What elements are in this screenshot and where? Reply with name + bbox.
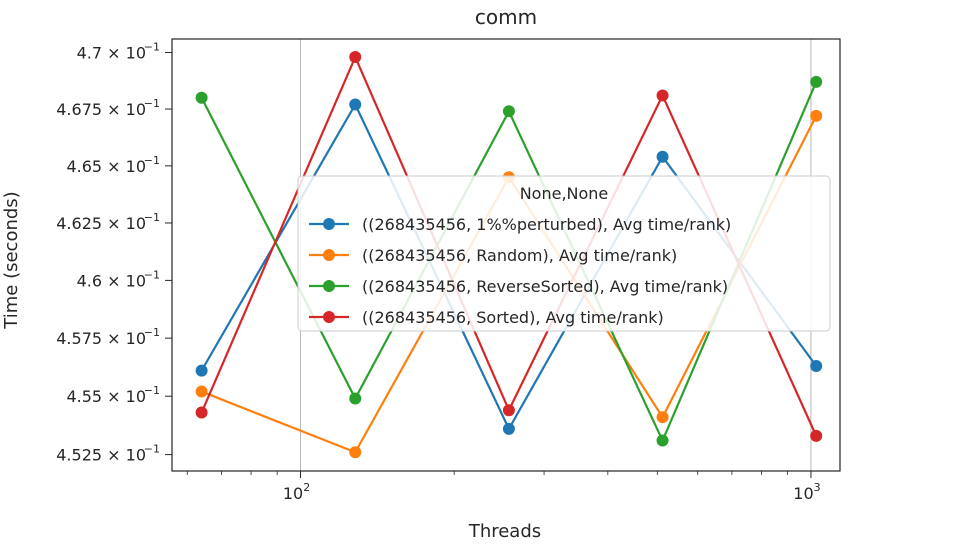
data-point bbox=[656, 434, 669, 447]
data-point bbox=[195, 406, 208, 419]
legend-box bbox=[297, 175, 831, 332]
y-tick-label: 4.55 × 10 bbox=[66, 387, 146, 406]
y-tick-exponent: −1 bbox=[144, 326, 160, 339]
data-point bbox=[810, 109, 823, 122]
legend-entry: ((268435456, Sorted), Avg time/rank) bbox=[309, 308, 664, 327]
y-tick-exponent: −1 bbox=[144, 41, 160, 54]
legend-label: ((268435456, Random), Avg time/rank) bbox=[362, 246, 677, 265]
data-point bbox=[502, 404, 515, 417]
data-point bbox=[656, 411, 669, 424]
data-point bbox=[810, 359, 823, 372]
y-tick-exponent: −1 bbox=[144, 443, 160, 456]
y-tick-exponent: −1 bbox=[144, 384, 160, 397]
legend-swatch-marker bbox=[323, 218, 335, 230]
legend-entry: ((268435456, ReverseSorted), Avg time/ra… bbox=[309, 277, 728, 296]
data-point bbox=[502, 105, 515, 118]
y-tick-exponent: −1 bbox=[144, 268, 160, 281]
y-tick-label: 4.575 × 10 bbox=[56, 329, 146, 348]
y-tick-exponent: −1 bbox=[144, 211, 160, 224]
data-point bbox=[195, 91, 208, 104]
legend-swatch-marker bbox=[323, 249, 335, 261]
legend-entry: ((268435456, Random), Avg time/rank) bbox=[309, 246, 677, 265]
data-point bbox=[810, 429, 823, 442]
x-tick-label: 102 bbox=[283, 481, 310, 503]
y-tick-label: 4.6 × 10 bbox=[77, 271, 146, 290]
y-tick-exponent: −1 bbox=[144, 154, 160, 167]
data-point bbox=[656, 150, 669, 163]
data-point bbox=[810, 75, 823, 88]
x-tick-exponent: 2 bbox=[303, 481, 310, 494]
x-axis-label: Threads bbox=[468, 521, 541, 542]
legend-entries: ((268435456, 1%%perturbed), Avg time/ran… bbox=[309, 215, 731, 327]
legend-label: ((268435456, Sorted), Avg time/rank) bbox=[362, 308, 664, 327]
data-point bbox=[195, 364, 208, 377]
y-tick-label: 4.525 × 10 bbox=[56, 446, 146, 465]
legend-title: None,None bbox=[520, 184, 609, 203]
x-axis-ticks: 102 103 bbox=[186, 471, 821, 503]
data-point bbox=[349, 392, 362, 405]
legend: None,None ((268435456, 1%%perturbed), Av… bbox=[297, 175, 831, 332]
y-axis-label: Time (seconds) bbox=[1, 191, 22, 329]
legend-entry: ((268435456, 1%%perturbed), Avg time/ran… bbox=[309, 215, 731, 234]
plot-frame bbox=[171, 38, 841, 472]
chart-title: comm bbox=[475, 5, 537, 29]
y-tick-label: 4.625 × 10 bbox=[56, 214, 146, 233]
data-point bbox=[502, 422, 515, 435]
data-point bbox=[656, 89, 669, 102]
y-tick-exponent: −1 bbox=[144, 97, 160, 110]
data-point bbox=[349, 446, 362, 459]
x-tick-label: 103 bbox=[793, 481, 820, 503]
y-tick-label: 4.65 × 10 bbox=[66, 157, 146, 176]
data-point bbox=[349, 51, 362, 64]
x-tick-exponent: 3 bbox=[814, 481, 821, 494]
y-tick-label: 4.675 × 10 bbox=[56, 100, 146, 119]
y-tick-label: 4.7 × 10 bbox=[77, 44, 146, 63]
legend-label: ((268435456, 1%%perturbed), Avg time/ran… bbox=[362, 215, 731, 234]
legend-label: ((268435456, ReverseSorted), Avg time/ra… bbox=[362, 277, 728, 296]
data-point bbox=[195, 385, 208, 398]
y-axis-ticks: 4.525 × 10−14.55 × 10−14.575 × 10−14.6 ×… bbox=[56, 41, 172, 465]
data-point bbox=[349, 98, 362, 111]
legend-swatch-marker bbox=[323, 311, 335, 323]
legend-swatch-marker bbox=[323, 280, 335, 292]
